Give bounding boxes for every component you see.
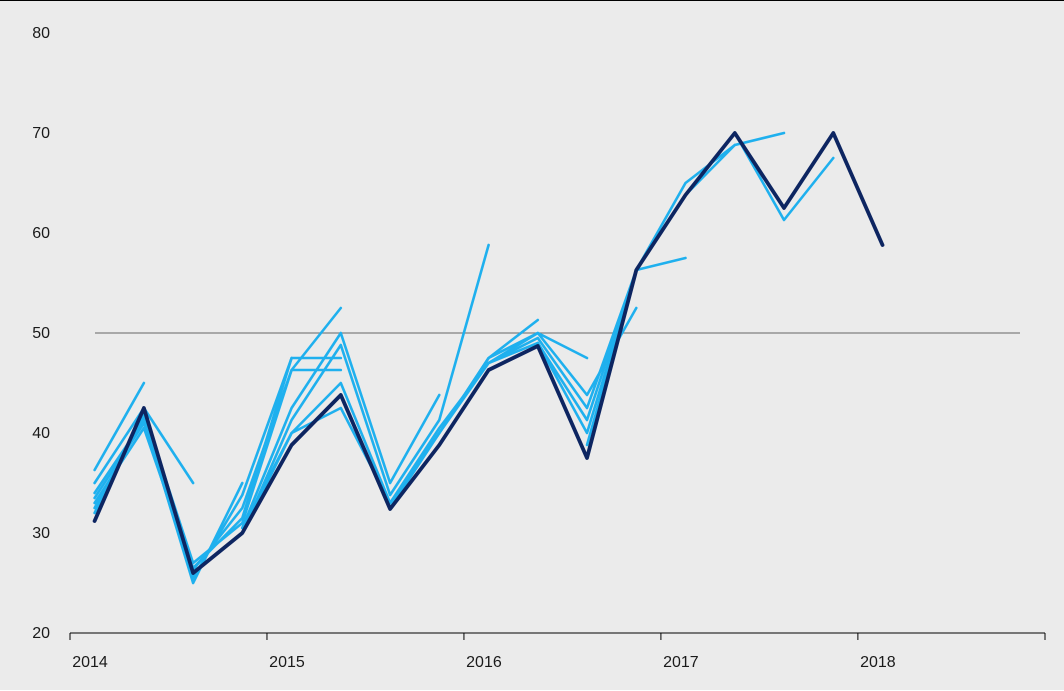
vintage-series-line-12 [388,306,638,505]
vintage-series-line-15 [536,131,786,435]
vintage-series-line-9 [241,243,490,535]
vintage-series-line-16 [585,131,835,447]
y-tick-label: 30 [32,525,50,542]
vintage-series-line-11 [241,331,589,535]
vintage-series-line-13 [388,256,687,510]
vintage-series-line-10 [241,318,540,530]
vintage-series-line-8 [241,331,441,530]
y-tick-label: 60 [32,225,50,242]
x-tick-label: 2018 [860,654,896,671]
vintage-series-line-1 [93,381,146,472]
actual-series-line [92,131,885,575]
x-tick-label: 2014 [72,654,108,671]
x-tick-label: 2016 [466,654,502,671]
y-tick-label: 80 [32,25,50,42]
x-tick-label: 2015 [269,654,305,671]
vintage-series-line-4 [93,356,293,580]
y-tick-label: 40 [32,425,50,442]
x-tick-label: 2017 [663,654,699,671]
y-tick-label: 20 [32,625,50,642]
vintage-series-line-14 [487,143,737,422]
y-tick-label: 70 [32,125,50,142]
y-tick-label: 50 [32,325,50,342]
vintage-series-line-5 [93,306,343,572]
